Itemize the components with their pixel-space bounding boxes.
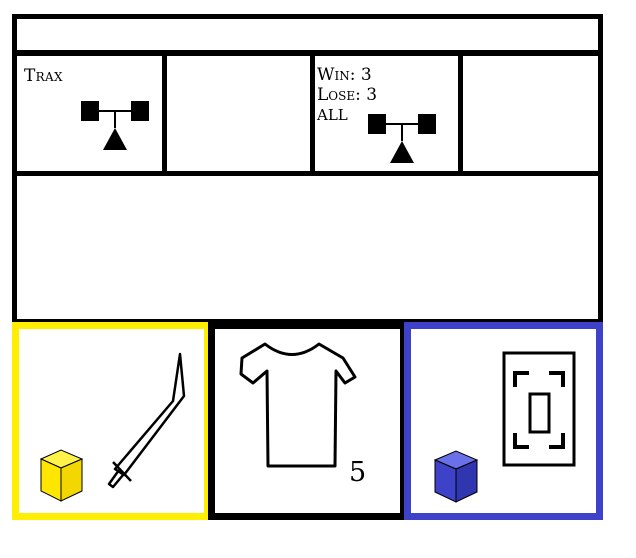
armor-count: 5 [349, 457, 367, 488]
item-card[interactable] [404, 322, 603, 520]
empty-cell [458, 56, 599, 171]
armor-card[interactable]: 5 [208, 322, 407, 520]
shirt-icon [239, 342, 357, 468]
weapon-card[interactable] [12, 322, 211, 520]
opponent-name: Trax [24, 66, 63, 86]
record-cell: Win: 3 Lose: 3 ALL [310, 56, 463, 171]
top-banner [12, 14, 603, 55]
sword-icon [107, 352, 186, 489]
opponent-cell: Trax [17, 56, 167, 171]
cube-icon [39, 449, 84, 502]
win-count: Win: 3 [317, 65, 372, 85]
weapon-card-art [39, 352, 186, 502]
empty-cell [162, 56, 315, 171]
arena-area [12, 171, 603, 324]
lose-count: Lose: 3 [317, 85, 378, 105]
cube-icon [433, 450, 479, 503]
item-card-art [433, 351, 576, 503]
info-strip: Trax Win: 3 Lose: 3 ALL [12, 51, 603, 176]
record-stats: Win: 3 Lose: 3 ALL [317, 65, 377, 125]
mode-label: ALL [317, 106, 348, 124]
balance-scale-icon [81, 101, 149, 150]
card-icon [502, 351, 576, 467]
balance-scale-icon [368, 114, 436, 163]
